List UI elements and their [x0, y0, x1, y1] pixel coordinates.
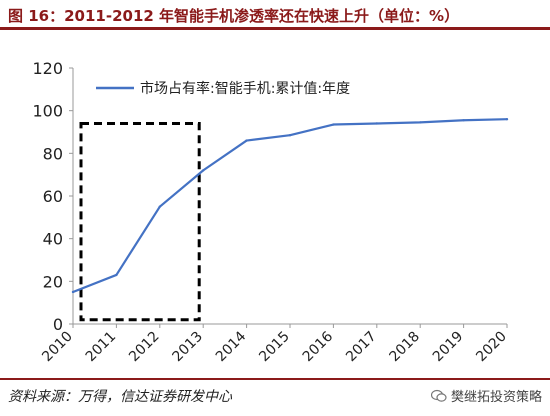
source-bar: 资料来源：万得，信达证券研发中心 樊继拓投资策略 [0, 378, 550, 416]
title-bar: 图 16：2011-2012 年智能手机渗透率还在快速上升（单位：%） [0, 0, 550, 30]
data-point [332, 123, 335, 126]
y-tick-label: 20 [43, 272, 63, 291]
y-tick-label: 40 [43, 230, 63, 249]
data-point [202, 169, 205, 172]
x-tick-label: 2015 [256, 329, 293, 366]
legend-label: 市场占有率:智能手机:累计值:年度 [140, 80, 350, 97]
x-tick-label: 2011 [83, 329, 120, 366]
x-tick-label: 2014 [213, 328, 250, 365]
x-tick-label: 2013 [170, 329, 207, 366]
data-point [288, 134, 292, 137]
y-tick-label: 60 [43, 187, 63, 206]
y-tick-label: 100 [32, 102, 63, 121]
x-tick-label: 2018 [387, 329, 424, 366]
data-point [375, 122, 378, 125]
highlight-box [79, 121, 201, 322]
source-note: 资料来源：万得，信达证券研发中心 [8, 389, 232, 405]
data-point [158, 205, 161, 208]
x-tick-label: 2017 [343, 329, 380, 366]
series-line [72, 118, 508, 294]
data-point [71, 290, 75, 294]
data-point [115, 273, 118, 277]
x-tick-label: 2020 [473, 329, 510, 366]
y-tick-label: 80 [43, 144, 63, 163]
data-point [419, 121, 422, 124]
watermark-text: 樊继拓投资策略 [450, 390, 542, 405]
x-tick-label: 2012 [126, 329, 163, 366]
y-tick-label: 0 [53, 315, 63, 334]
x-tick-label: 2016 [300, 328, 337, 365]
data-point [245, 139, 248, 142]
data-point [462, 119, 465, 122]
watermark: 樊继拓投资策略 [430, 386, 542, 405]
data-point [505, 118, 509, 121]
y-tick-label: 120 [32, 59, 63, 78]
wechat-icon [430, 389, 447, 402]
figure-title: 图 16：2011-2012 年智能手机渗透率还在快速上升（单位：%） [8, 7, 460, 25]
x-tick-label: 2019 [430, 329, 467, 366]
